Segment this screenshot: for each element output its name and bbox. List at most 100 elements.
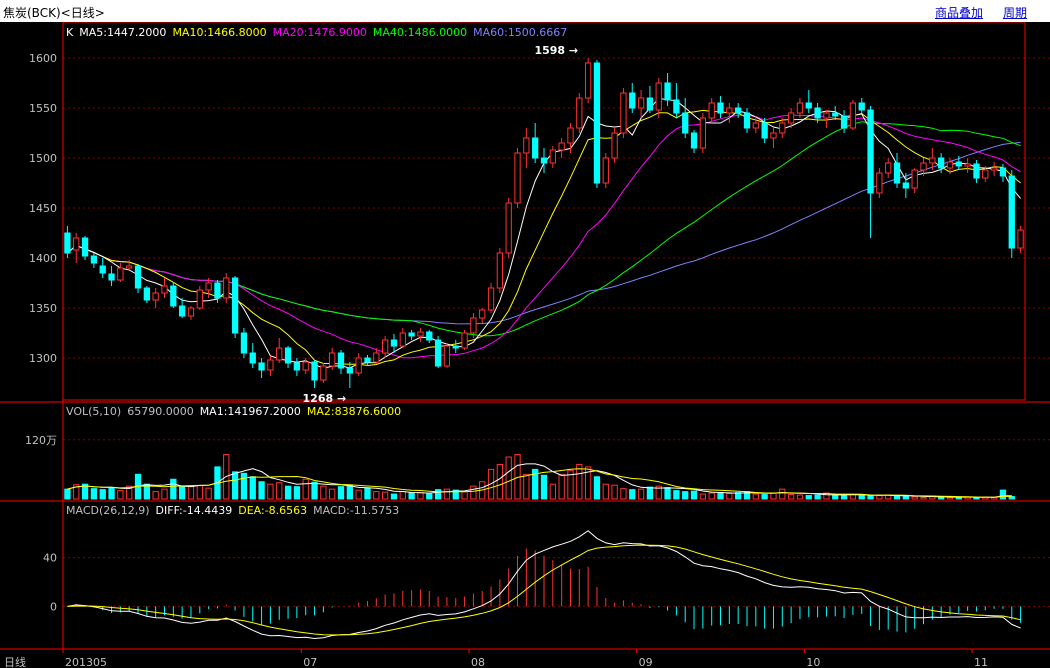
candle-body — [249, 352, 256, 364]
legend-entry: MA40:1486.0000 — [373, 26, 467, 39]
macd-tick-label: 40 — [43, 552, 57, 565]
candle-body — [532, 137, 539, 159]
chart-title: 焦炭(BCK)<日线> — [3, 6, 105, 20]
volume-bar — [496, 463, 504, 500]
volume-bar — [593, 476, 601, 500]
volume-bar — [840, 494, 848, 500]
overlay-commodity-link[interactable]: 商品叠加 — [935, 6, 984, 20]
legend-entry: VOL(5,10) — [66, 405, 121, 418]
volume-bar — [426, 493, 433, 500]
candle-body — [364, 357, 371, 363]
volume-bar — [690, 490, 698, 500]
volume-bar — [249, 476, 256, 500]
candle-body — [999, 167, 1007, 177]
volume-bar — [276, 482, 283, 500]
candle-body — [929, 157, 936, 164]
candle-body — [523, 137, 530, 154]
volume-bar — [143, 483, 150, 500]
candle-body — [267, 359, 274, 371]
volume-bar — [761, 494, 768, 500]
candlesticks — [64, 58, 1024, 388]
date-tick-label: 201305 — [65, 656, 107, 668]
candle-body — [549, 149, 556, 164]
candle-body — [399, 332, 406, 347]
candle-body — [911, 169, 918, 189]
candle-body — [143, 287, 150, 301]
volume-bar — [523, 473, 530, 500]
volume-bar — [805, 495, 812, 500]
candle-body — [990, 167, 998, 171]
legend-entry: MA1:141967.2000 — [200, 405, 301, 418]
price-tick-label: 1400 — [29, 252, 57, 265]
volume-bar — [258, 481, 265, 500]
volume-axis: 120万 — [25, 434, 57, 447]
candle-body — [735, 107, 742, 114]
volume-bar — [390, 493, 398, 500]
volume-bar — [946, 497, 954, 500]
volume-bar — [434, 489, 442, 500]
candle-body — [752, 122, 759, 129]
moving-average-lines — [67, 97, 1021, 369]
volume-bar — [302, 478, 309, 500]
candle-body — [390, 339, 398, 347]
volume-bar — [920, 497, 927, 500]
candle-body — [946, 161, 954, 169]
candle-body — [664, 82, 671, 101]
candle-body — [973, 163, 980, 179]
volume-bar — [408, 492, 415, 500]
extreme-markers: 1598 → 1268 → — [303, 44, 579, 405]
candle-body — [329, 352, 336, 367]
volume-bar — [584, 466, 592, 500]
candle-body — [558, 142, 565, 151]
candle-body — [320, 365, 327, 381]
volume-bar — [726, 493, 733, 500]
volume-bar — [452, 489, 459, 500]
price-tick-label: 1350 — [29, 302, 57, 315]
candle-body — [426, 331, 433, 341]
kline-chart[interactable]: 1600 1550 1500 1450 1400 1350 1300 120万 40 0 日线… — [0, 22, 1050, 668]
candle-body — [231, 277, 239, 334]
candle-body — [284, 347, 292, 364]
volume-bar — [540, 474, 548, 500]
candle-body — [408, 332, 415, 337]
candle-body — [161, 285, 168, 294]
candle-body — [90, 255, 98, 264]
volume-bar — [108, 487, 115, 500]
volume-bar — [170, 478, 177, 500]
volume-tick-label: 120万 — [25, 434, 57, 447]
price-panel-frame — [62, 22, 1026, 401]
volume-bar — [117, 490, 124, 500]
candle-body — [690, 132, 698, 149]
volume-ma-lines — [67, 463, 1012, 498]
volume-bar — [152, 491, 159, 500]
candle-body — [205, 282, 212, 291]
volume-bar — [90, 488, 98, 500]
candle-body — [938, 157, 945, 169]
candle-body — [487, 287, 495, 311]
candle-body — [99, 265, 106, 274]
volume-bar — [867, 495, 874, 500]
legend-entry: K — [66, 26, 74, 39]
grid-lines — [63, 57, 1050, 607]
candle-body — [726, 107, 733, 114]
volume-bar — [81, 483, 89, 500]
candle-body — [611, 132, 618, 159]
period-link[interactable]: 周期 — [1003, 6, 1028, 20]
candle-body — [637, 97, 645, 109]
volume-bar — [911, 496, 918, 500]
volume-bar — [576, 463, 583, 500]
legend-entry: 65790.0000 — [127, 405, 193, 418]
volume-bar — [346, 484, 353, 500]
price-tick-label: 1450 — [29, 202, 57, 215]
candle-body — [823, 112, 830, 119]
legend-entry: MA2:83876.6000 — [307, 405, 401, 418]
volume-bar — [646, 486, 654, 500]
volume-bar — [293, 486, 301, 500]
period-axis-label: 日线 — [4, 655, 26, 668]
volume-bar — [364, 487, 371, 500]
volume-bar — [417, 492, 424, 500]
candle-body — [876, 172, 883, 194]
candle-body — [602, 157, 609, 184]
candle-body — [240, 332, 248, 354]
candle-body — [1008, 175, 1015, 249]
